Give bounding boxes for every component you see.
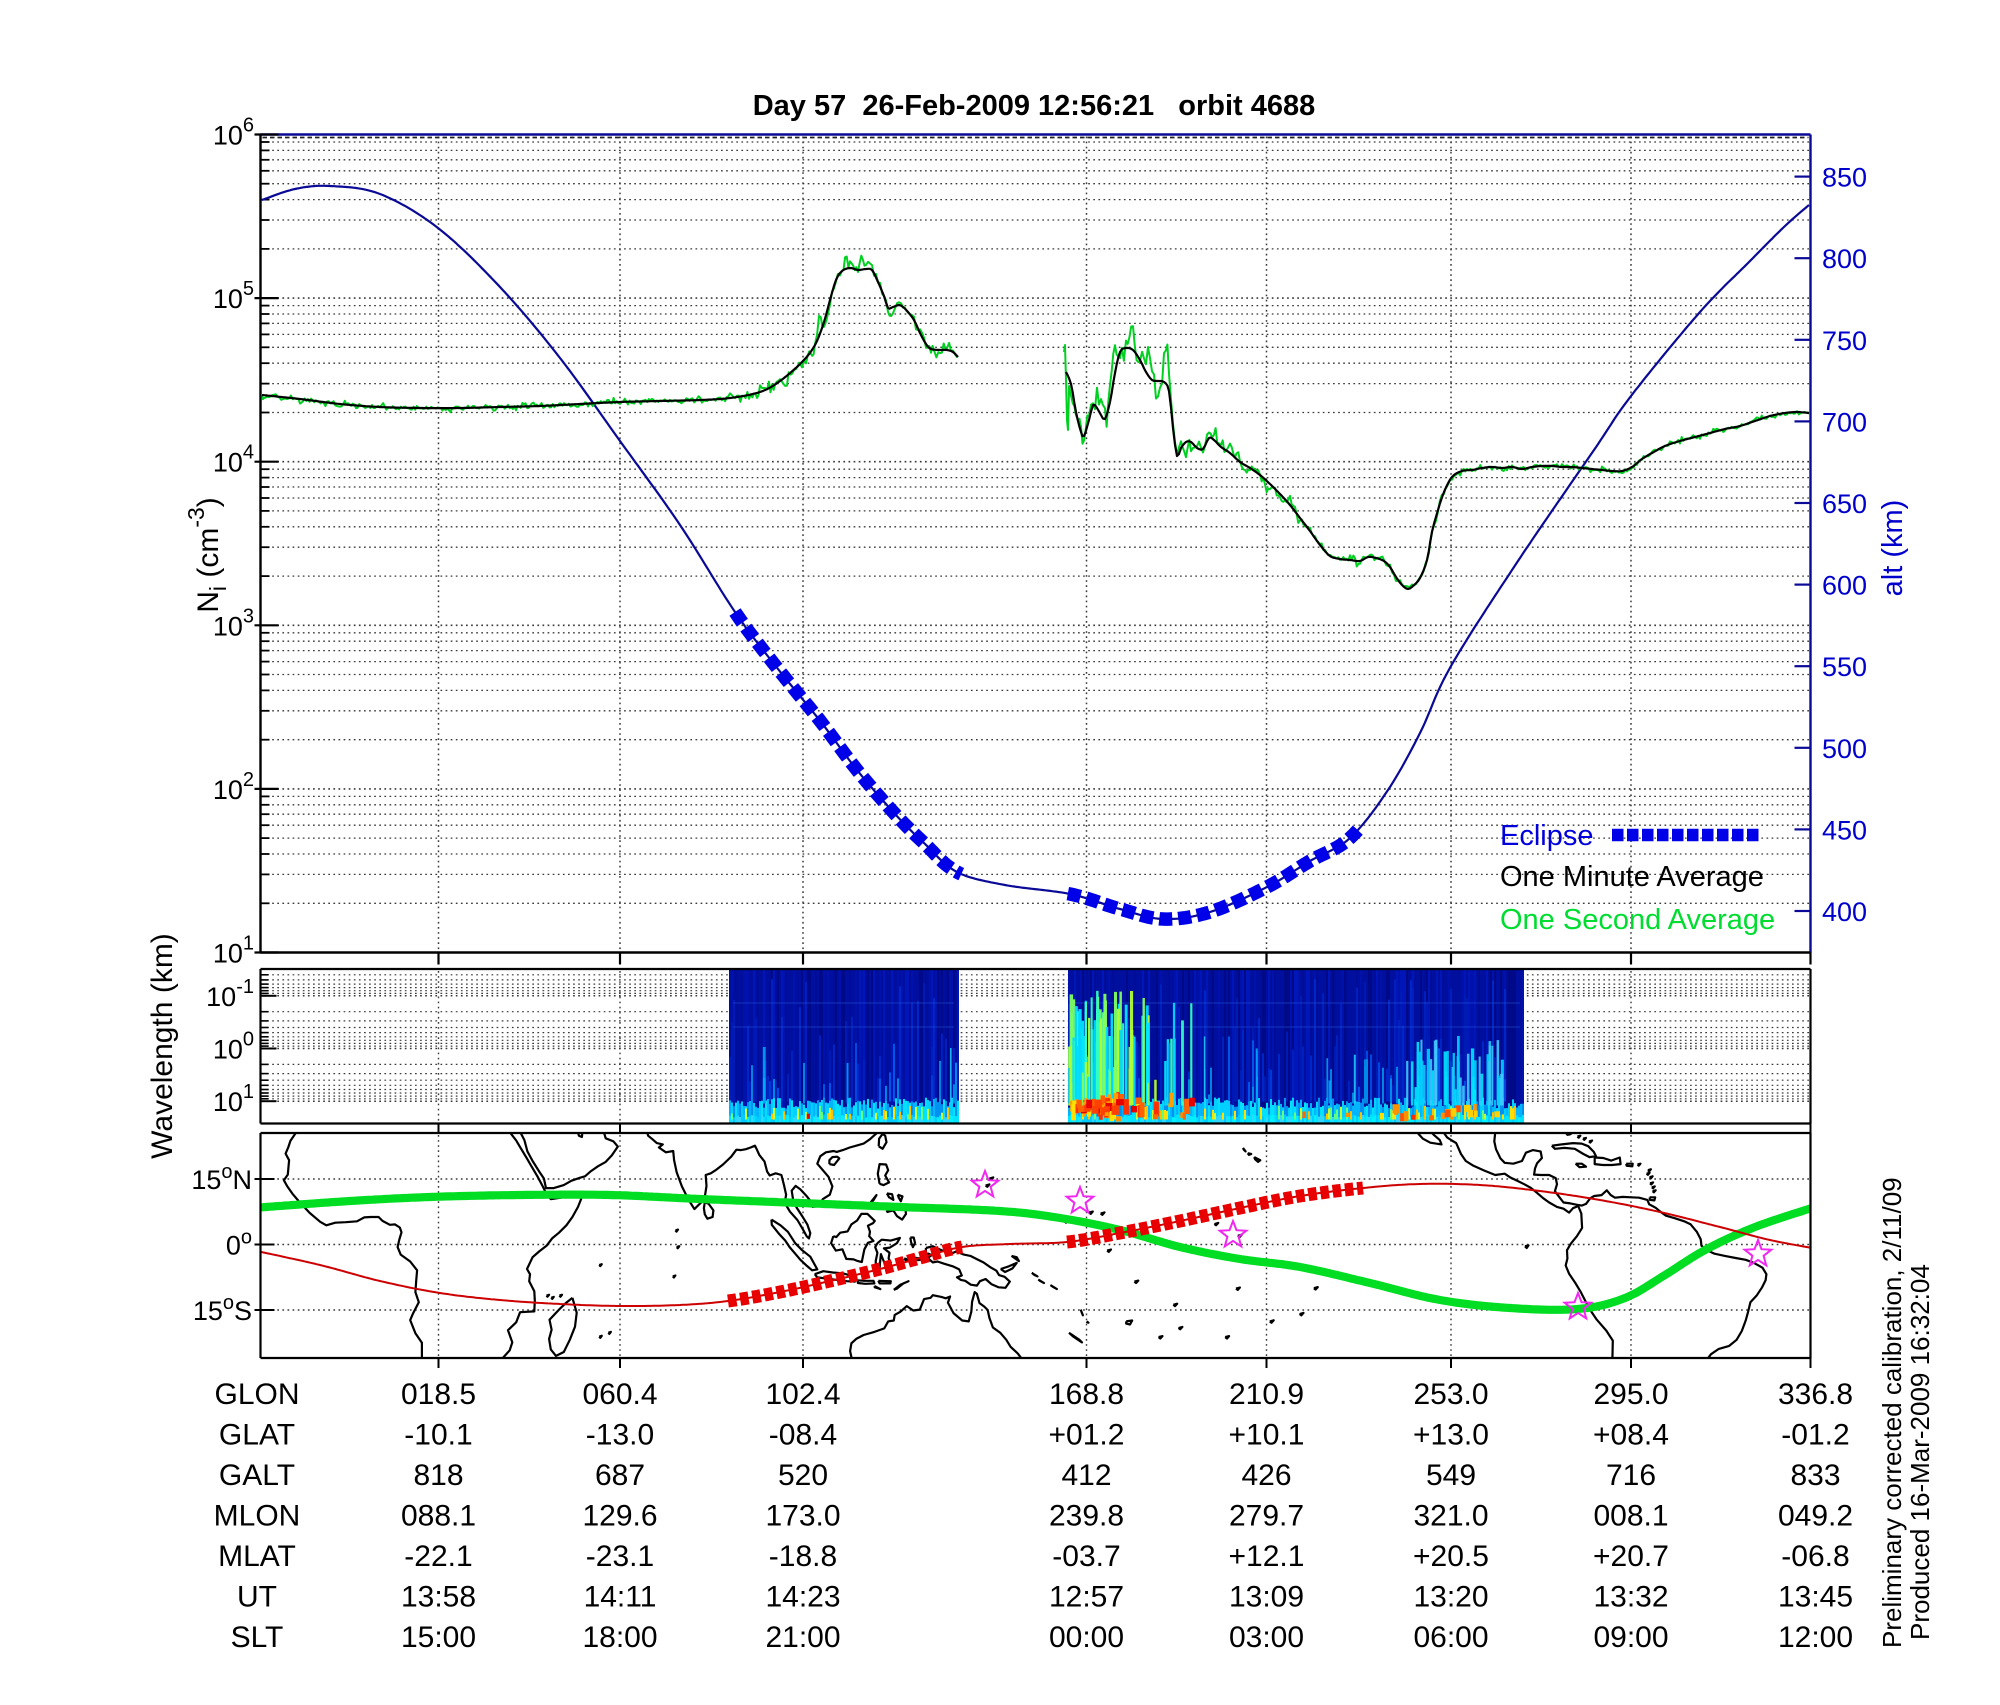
svg-text:101: 101 <box>213 1081 254 1117</box>
svg-text:09:00: 09:00 <box>1593 1621 1668 1654</box>
svg-text:008.1: 008.1 <box>1593 1500 1668 1533</box>
svg-text:049.2: 049.2 <box>1778 1500 1853 1533</box>
svg-text:101: 101 <box>213 933 254 969</box>
svg-text:400: 400 <box>1822 897 1867 927</box>
svg-text:Day 57 26-Feb-2009 12:56:21: Day 57 26-Feb-2009 12:56:21 orbit 4688 <box>753 90 1316 122</box>
svg-text:253.0: 253.0 <box>1413 1378 1488 1411</box>
svg-text:716: 716 <box>1606 1459 1656 1492</box>
svg-text:Eclipse: Eclipse <box>1500 820 1594 852</box>
svg-text:14:23: 14:23 <box>765 1581 840 1614</box>
svg-text:105: 105 <box>213 278 254 314</box>
svg-text:14:11: 14:11 <box>584 1581 657 1614</box>
svg-text:-13.0: -13.0 <box>586 1419 654 1452</box>
svg-text:+20.5: +20.5 <box>1413 1540 1489 1573</box>
svg-text:21:00: 21:00 <box>765 1621 840 1654</box>
svg-text:-10.1: -10.1 <box>404 1419 472 1452</box>
svg-text:210.9: 210.9 <box>1229 1378 1304 1411</box>
svg-text:600: 600 <box>1822 571 1867 601</box>
svg-text:239.8: 239.8 <box>1049 1500 1124 1533</box>
svg-text:Produced 16-Mar-2009 16:32:04: Produced 16-Mar-2009 16:32:04 <box>1905 1264 1935 1640</box>
svg-text:500: 500 <box>1822 734 1867 764</box>
svg-text:18:00: 18:00 <box>582 1621 657 1654</box>
svg-text:13:58: 13:58 <box>401 1581 476 1614</box>
svg-text:03:00: 03:00 <box>1229 1621 1304 1654</box>
svg-text:102: 102 <box>213 769 254 805</box>
svg-text:687: 687 <box>595 1459 645 1492</box>
svg-text:06:00: 06:00 <box>1413 1621 1488 1654</box>
svg-text:+01.2: +01.2 <box>1049 1419 1125 1452</box>
svg-text:+12.1: +12.1 <box>1229 1540 1305 1573</box>
svg-text:818: 818 <box>413 1459 463 1492</box>
svg-text:426: 426 <box>1241 1459 1291 1492</box>
svg-text:850: 850 <box>1822 163 1867 193</box>
svg-text:650: 650 <box>1822 489 1867 519</box>
svg-text:One Second Average: One Second Average <box>1500 904 1775 936</box>
svg-text:168.8: 168.8 <box>1049 1378 1124 1411</box>
svg-text:-06.8: -06.8 <box>1781 1540 1849 1573</box>
svg-text:173.0: 173.0 <box>765 1500 840 1533</box>
svg-text:129.6: 129.6 <box>582 1500 657 1533</box>
svg-text:15oS: 15oS <box>193 1292 252 1326</box>
svg-text:alt (km): alt (km) <box>1877 500 1909 597</box>
svg-text:060.4: 060.4 <box>582 1378 657 1411</box>
svg-text:102.4: 102.4 <box>765 1378 840 1411</box>
svg-text:279.7: 279.7 <box>1229 1500 1304 1533</box>
svg-text:-03.7: -03.7 <box>1052 1540 1120 1573</box>
svg-text:104: 104 <box>213 442 254 478</box>
svg-text:Wavelength (km): Wavelength (km) <box>146 933 179 1159</box>
svg-text:549: 549 <box>1426 1459 1476 1492</box>
svg-text:336.8: 336.8 <box>1778 1378 1853 1411</box>
svg-text:+08.4: +08.4 <box>1593 1419 1669 1452</box>
svg-text:00:00: 00:00 <box>1049 1621 1124 1654</box>
svg-text:12:00: 12:00 <box>1778 1621 1853 1654</box>
svg-text:295.0: 295.0 <box>1593 1378 1668 1411</box>
svg-text:GALT: GALT <box>219 1459 295 1492</box>
svg-text:520: 520 <box>778 1459 828 1492</box>
svg-text:One Minute Average: One Minute Average <box>1500 861 1764 893</box>
svg-text:13:20: 13:20 <box>1413 1581 1488 1614</box>
svg-text:Preliminary corrected calibrat: Preliminary corrected calibration, 2/11/… <box>1877 1177 1907 1648</box>
svg-text:-18.8: -18.8 <box>769 1540 837 1573</box>
svg-text:550: 550 <box>1822 652 1867 682</box>
svg-text:SLT: SLT <box>231 1621 284 1654</box>
svg-text:12:57: 12:57 <box>1049 1581 1124 1614</box>
svg-text:800: 800 <box>1822 244 1867 274</box>
svg-text:+20.7: +20.7 <box>1593 1540 1669 1573</box>
svg-text:13:32: 13:32 <box>1593 1581 1668 1614</box>
svg-text:13:09: 13:09 <box>1229 1581 1304 1614</box>
svg-text:-23.1: -23.1 <box>586 1540 654 1573</box>
svg-text:100: 100 <box>213 1029 254 1065</box>
svg-text:0o: 0o <box>226 1227 252 1261</box>
svg-text:MLON: MLON <box>214 1500 301 1533</box>
svg-text:106: 106 <box>213 115 254 151</box>
svg-text:+10.1: +10.1 <box>1229 1419 1305 1452</box>
svg-text:450: 450 <box>1822 815 1867 845</box>
svg-text:13:45: 13:45 <box>1778 1581 1853 1614</box>
svg-text:321.0: 321.0 <box>1413 1500 1488 1533</box>
svg-text:412: 412 <box>1061 1459 1111 1492</box>
svg-text:833: 833 <box>1790 1459 1840 1492</box>
svg-text:-01.2: -01.2 <box>1781 1419 1849 1452</box>
svg-text:103: 103 <box>213 605 254 641</box>
svg-text:GLAT: GLAT <box>219 1419 295 1452</box>
svg-text:088.1: 088.1 <box>401 1500 476 1533</box>
svg-text:018.5: 018.5 <box>401 1378 476 1411</box>
svg-text:GLON: GLON <box>214 1378 299 1411</box>
svg-text:15:00: 15:00 <box>401 1621 476 1654</box>
svg-text:700: 700 <box>1822 407 1867 437</box>
svg-text:UT: UT <box>237 1581 277 1614</box>
svg-text:-08.4: -08.4 <box>769 1419 837 1452</box>
svg-text:+13.0: +13.0 <box>1413 1419 1489 1452</box>
svg-text:MLAT: MLAT <box>218 1540 296 1573</box>
svg-text:10-1: 10-1 <box>206 976 254 1012</box>
svg-text:-22.1: -22.1 <box>404 1540 472 1573</box>
svg-text:750: 750 <box>1822 326 1867 356</box>
